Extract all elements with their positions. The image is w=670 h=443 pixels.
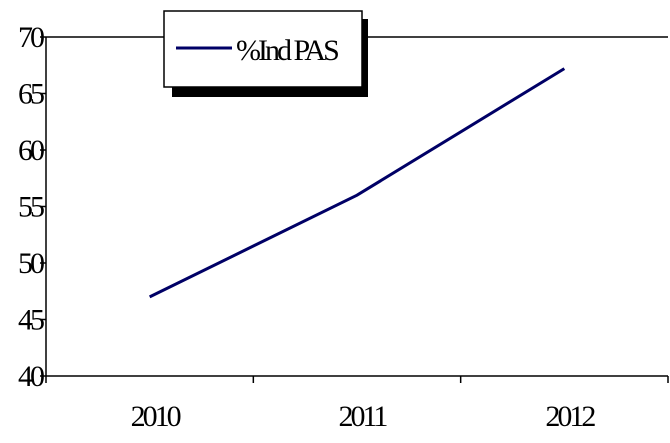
y-tick-label: 65: [18, 78, 44, 111]
x-axis-ticks: 2010 2011 2012: [45, 376, 669, 433]
y-tick-label: 50: [18, 247, 44, 280]
y-tick-label: 60: [18, 134, 44, 167]
y-tick-label: 40: [18, 360, 44, 393]
x-tick-label: 2010: [131, 400, 181, 433]
x-tick-label: 2011: [339, 400, 388, 433]
y-tick-label: 55: [18, 191, 44, 224]
y-tick-label: 45: [18, 304, 44, 337]
legend: %Ind PAS: [163, 10, 368, 97]
y-tick-label: 70: [18, 21, 44, 54]
series-lines: [149, 67, 566, 299]
x-tick-label: 2012: [545, 400, 595, 433]
y-axis-ticks: 40 45 50 55 60 65 70: [18, 21, 47, 393]
legend-label: %Ind PAS: [236, 34, 338, 67]
series-line: [149, 67, 566, 299]
